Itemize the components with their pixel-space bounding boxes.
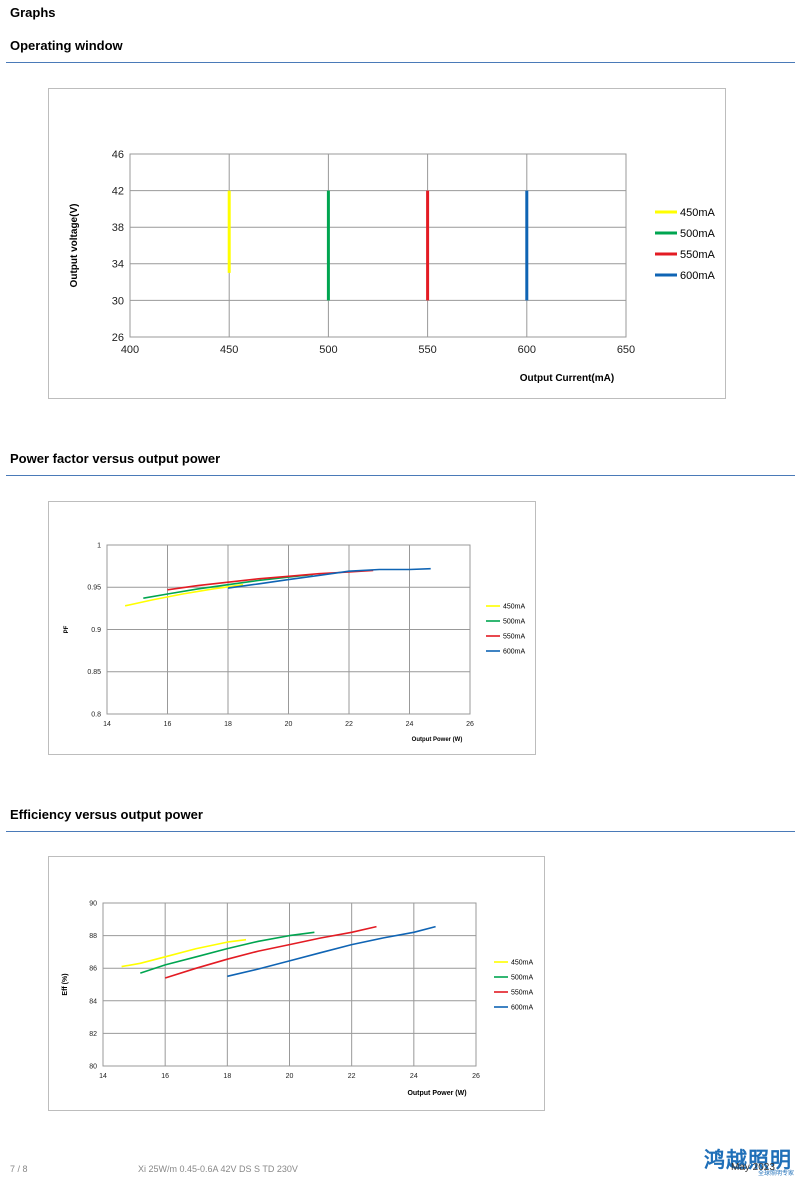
power-factor-chart: 0.8 0.85 0.9 0.95 1 14 16 18 20 22 24 26 PF Output Po… [64,542,526,743]
series-line-450mA [124,583,244,607]
legend-label-550mA: 550mA [511,989,534,996]
x-tick-label: 20 [286,1073,294,1080]
y-tick-label: 1 [97,542,101,549]
chart-frame-efficiency: 80 82 84 86 88 90 14 16 18 20 22 24 26 Eff (%) Output … [48,856,545,1111]
x-tick-label: 650 [617,344,635,356]
y-axis-title: Output voltage(V) [69,204,80,288]
legend-label-450mA: 450mA [511,959,534,966]
x-tick-label: 16 [164,721,172,728]
footer-page-number: 7 / 8 [10,1164,28,1174]
section-title-operating-window: Operating window [10,38,123,53]
section-title-efficiency: Efficiency versus output power [10,807,203,822]
y-axis-title: Eff (%) [62,973,69,995]
operating-window-chart: 26 30 34 38 42 46 400 450 500 550 600 650 Output vol… [69,149,716,384]
series-line-450mA [121,938,247,968]
brand-logo-tagline: 全球照明专家 [757,1170,794,1177]
x-tick-label: 22 [345,721,353,728]
x-tick-label: 18 [224,721,232,728]
x-tick-label: 26 [466,721,474,728]
x-tick-label: 26 [472,1073,480,1080]
y-tick-label: 30 [112,295,124,307]
x-tick-label: 22 [348,1073,356,1080]
x-tick-label: 24 [406,721,414,728]
x-tick-label: 18 [223,1073,231,1080]
y-tick-label: 0.8 [91,711,101,718]
legend-label-600mA: 600mA [511,1004,534,1011]
x-tick-label: 500 [319,344,337,356]
efficiency-chart: 80 82 84 86 88 90 14 16 18 20 22 24 26 Eff (%) Output … [62,900,534,1097]
series-line-600mA [227,567,431,589]
x-axis-title: Output Power (W) [412,737,463,743]
section-title-power-factor: Power factor versus output power [10,451,221,466]
y-tick-label: 38 [112,222,124,234]
footer-product-name: Xi 25W/m 0.45-0.6A 42V DS S TD 230V [138,1164,298,1174]
legend-label-600mA: 600mA [680,270,716,282]
y-tick-label: 86 [89,966,97,973]
chart-frame-operating-window: 26 30 34 38 42 46 400 450 500 550 600 650 Output vol… [48,88,726,399]
y-tick-label: 84 [89,998,97,1005]
x-tick-label: 450 [220,344,238,356]
y-tick-label: 88 [89,933,97,940]
x-axis-title: Output Power (W) [407,1090,466,1097]
y-tick-label: 90 [89,900,97,907]
y-tick-label: 46 [112,149,124,161]
page-title: Graphs [10,5,56,20]
y-tick-label: 0.9 [91,627,101,634]
section-divider [6,62,795,63]
x-axis-title: Output Current(mA) [520,373,614,384]
legend-label-550mA: 550mA [503,633,526,640]
x-tick-label: 600 [518,344,536,356]
section-divider [6,475,795,476]
y-tick-label: 26 [112,332,124,344]
legend-label-550mA: 550mA [680,249,716,261]
legend-label-500mA: 500mA [511,974,534,981]
y-tick-label: 34 [112,259,124,271]
plot-area [129,153,627,338]
series-line-500mA [140,931,315,974]
x-tick-label: 550 [418,344,436,356]
x-tick-label: 20 [285,721,293,728]
x-tick-label: 400 [121,344,139,356]
chart-frame-power-factor: 0.8 0.85 0.9 0.95 1 14 16 18 20 22 24 26 PF Output Po… [48,501,536,755]
section-divider [6,831,795,832]
brand-logo: 鸿越照明 [704,1148,792,1172]
legend-label-450mA: 450mA [680,207,716,219]
series-line-600mA [227,925,436,978]
x-tick-label: 16 [161,1073,169,1080]
series-line-550mA [164,925,377,979]
footer-date: May 2023 [731,1162,775,1173]
x-tick-label: 14 [99,1073,107,1080]
y-tick-label: 42 [112,185,124,197]
y-tick-label: 82 [89,1031,97,1038]
legend-label-600mA: 600mA [503,648,526,655]
x-tick-label: 24 [410,1073,418,1080]
legend-label-450mA: 450mA [503,603,526,610]
x-tick-label: 14 [103,721,111,728]
y-tick-label: 80 [89,1063,97,1070]
legend-label-500mA: 500mA [503,618,526,625]
y-tick-label: 0.85 [87,669,101,676]
legend-label-500mA: 500mA [680,228,716,240]
y-axis-title: PF [64,625,70,633]
y-tick-label: 0.95 [87,585,101,592]
